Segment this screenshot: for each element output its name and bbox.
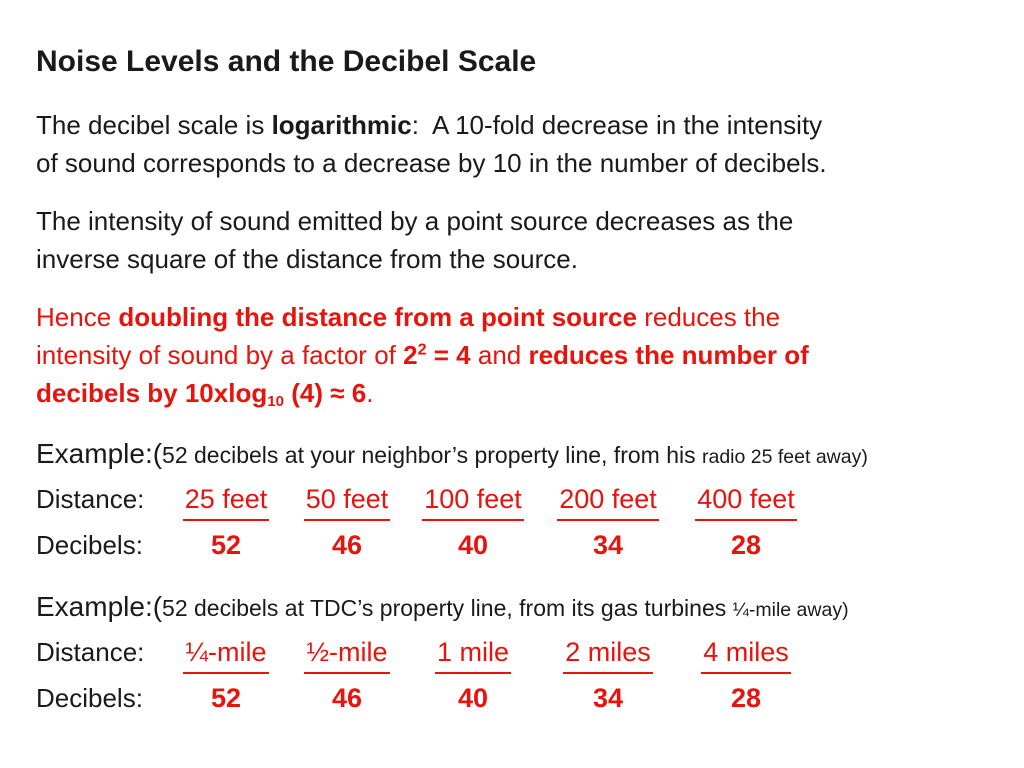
distance-value: ½-mile bbox=[304, 632, 390, 674]
text-line: The intensity of sound emitted by a poin… bbox=[36, 206, 794, 236]
text-line: The decibel scale is logarithmic: A 10-f… bbox=[36, 106, 998, 144]
text-line: Hence doubling the distance from a point… bbox=[36, 298, 998, 336]
text-segment: : A 10-fold decrease in the intensity bbox=[411, 110, 823, 140]
math-superscript: 2 bbox=[417, 340, 427, 359]
decibel-value: 40 bbox=[457, 683, 489, 713]
distance-value: 4 miles bbox=[701, 632, 791, 674]
text-segment-bold: reduces the number of bbox=[528, 340, 809, 370]
distance-cell: 1 mile bbox=[406, 632, 540, 677]
example-1-intro: Example:(52 decibels at your neighbor’s … bbox=[36, 434, 998, 479]
decibel-value: 28 bbox=[730, 683, 762, 713]
text-segment-bold: doubling the distance from a point sourc… bbox=[118, 302, 637, 332]
decibel-value: 52 bbox=[210, 530, 242, 560]
decibel-row-label: Decibels: bbox=[36, 683, 143, 713]
math-equals-four: = 4 bbox=[426, 340, 471, 370]
decibel-value: 34 bbox=[592, 683, 624, 713]
distance-row-label: Distance: bbox=[36, 637, 145, 667]
distance-row-label: Distance: bbox=[36, 484, 145, 514]
text-segment: and bbox=[470, 340, 529, 370]
decibel-value: 46 bbox=[331, 530, 363, 560]
distance-value: 2 miles bbox=[563, 632, 653, 674]
distance-value: ¼-mile bbox=[183, 632, 269, 674]
example-1-decibel-row: Decibels: 52 46 40 34 28 bbox=[36, 525, 998, 565]
text-segment: The decibel scale is bbox=[36, 110, 272, 140]
distance-cell: 100 feet bbox=[406, 479, 540, 524]
text-segment: intensity of sound by a factor of bbox=[36, 340, 404, 370]
text-segment: . bbox=[366, 378, 374, 408]
distance-value: 25 feet bbox=[182, 479, 270, 521]
paragraph-doubling-distance: Hence doubling the distance from a point… bbox=[36, 298, 998, 412]
distance-value: 50 feet bbox=[303, 479, 391, 521]
text-segment: reduces the bbox=[636, 302, 781, 332]
distance-value: 1 mile bbox=[434, 632, 512, 674]
distance-cell: ¼-mile bbox=[164, 632, 288, 677]
example-1: Example:(52 decibels at your neighbor’s … bbox=[36, 434, 998, 565]
distance-cell: 25 feet bbox=[164, 479, 288, 524]
decibel-value: 28 bbox=[730, 530, 762, 560]
example-1-distance-row: Distance: 25 feet 50 feet 100 feet 200 f… bbox=[36, 479, 998, 524]
math-log-base-text: decibels by 10xlog bbox=[36, 378, 268, 408]
distance-value: 100 feet bbox=[422, 479, 524, 521]
distance-value: 400 feet bbox=[695, 479, 797, 521]
paragraph-inverse-square: The intensity of sound emitted by a poin… bbox=[36, 202, 998, 278]
distance-cell: 2 miles bbox=[540, 632, 676, 677]
example-label: Example:( bbox=[36, 438, 163, 469]
example-2-intro: Example:(52 decibels at TDC’s property l… bbox=[36, 587, 998, 632]
math-base: 2 bbox=[403, 340, 418, 370]
math-log-expression: decibels by 10xlog10 (4) ≈ 6 bbox=[36, 378, 367, 410]
paragraph-decibel-scale: The decibel scale is logarithmic: A 10-f… bbox=[36, 106, 998, 182]
example-description-small: ¼-mile away) bbox=[732, 599, 849, 621]
text-line: of sound corresponds to a decrease by 10… bbox=[36, 148, 827, 178]
example-2-decibel-row: Decibels: 52 46 40 34 28 bbox=[36, 678, 998, 718]
distance-cell: ½-mile bbox=[288, 632, 406, 677]
text-segment-bold: logarithmic bbox=[271, 110, 412, 140]
example-2: Example:(52 decibels at TDC’s property l… bbox=[36, 587, 998, 718]
text-segment: Hence bbox=[36, 302, 119, 332]
example-description-small: radio 25 feet away) bbox=[702, 446, 868, 468]
decibel-value: 52 bbox=[210, 683, 242, 713]
math-two-squared: 22 = 4 bbox=[403, 340, 471, 370]
text-line: intensity of sound by a factor of 22 = 4… bbox=[36, 336, 998, 374]
decibel-row-label: Decibels: bbox=[36, 530, 143, 560]
text-line: decibels by 10xlog10 (4) ≈ 6. bbox=[36, 374, 998, 412]
example-description: 52 decibels at your neighbor’s property … bbox=[162, 442, 702, 468]
decibel-value: 46 bbox=[331, 683, 363, 713]
distance-cell: 4 miles bbox=[676, 632, 816, 677]
example-description: 52 decibels at TDC’s property line, from… bbox=[162, 595, 733, 621]
decibel-value: 34 bbox=[592, 530, 624, 560]
math-approx-six: (4) ≈ 6 bbox=[284, 378, 367, 408]
math-subscript: 10 bbox=[267, 393, 284, 410]
distance-cell: 50 feet bbox=[288, 479, 406, 524]
decibel-value: 40 bbox=[457, 530, 489, 560]
distance-value: 200 feet bbox=[557, 479, 659, 521]
distance-cell: 400 feet bbox=[676, 479, 816, 524]
distance-cell: 200 feet bbox=[540, 479, 676, 524]
page-title: Noise Levels and the Decibel Scale bbox=[36, 45, 537, 78]
example-2-distance-row: Distance: ¼-mile ½-mile 1 mile 2 miles 4… bbox=[36, 632, 998, 677]
example-label: Example:( bbox=[36, 591, 163, 622]
text-line: inverse square of the distance from the … bbox=[36, 244, 578, 274]
